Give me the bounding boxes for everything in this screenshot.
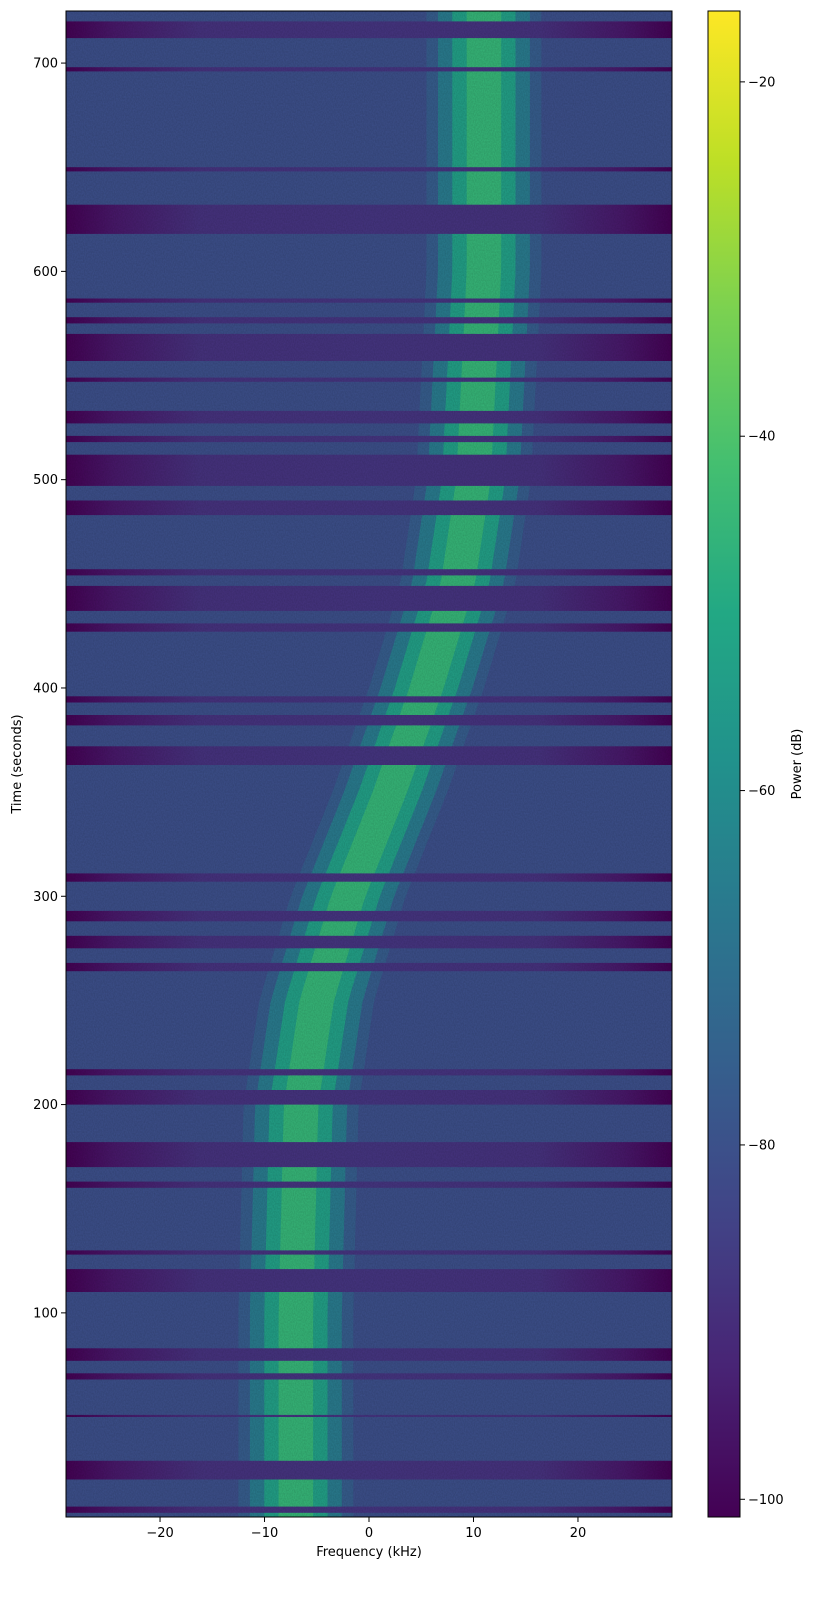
colorbar-tick-label: −60 [748,784,775,799]
y-tick-label: 300 [33,890,58,905]
colorbar: −100 −80 −60 −40 −20 Power (dB) [707,10,805,1518]
y-tick-label: 700 [33,57,58,72]
x-axis: −20 −10 0 10 20 [146,1517,586,1541]
x-tick-label: 10 [465,1526,482,1541]
spectrogram-plot: −20 −10 0 10 20 100 200 300 400 500 600 700 Freque… [10,10,673,1560]
y-tick-label: 600 [33,265,58,280]
colorbar-label: Power (dB) [790,729,805,800]
colorbar-tick-label: −20 [748,75,775,90]
noise-grain [66,11,672,1517]
x-tick-label: 0 [365,1526,373,1541]
colorbar-gradient [708,11,740,1517]
y-axis: 100 200 300 400 500 600 700 [33,57,66,1321]
x-axis-label: Frequency (kHz) [316,1545,422,1560]
y-axis-label: Time (seconds) [10,714,25,814]
y-tick-label: 100 [33,1306,58,1321]
y-tick-label: 400 [33,681,58,696]
colorbar-tick-label: −80 [748,1138,775,1153]
x-tick-label: −10 [251,1526,278,1541]
x-tick-label: 20 [570,1526,587,1541]
colorbar-ticks: −100 −80 −60 −40 −20 [740,75,784,1508]
y-tick-label: 500 [33,473,58,488]
colorbar-frame [707,10,741,1518]
colorbar-tick-label: −40 [748,430,775,445]
spectrogram-heatmap [66,11,672,1517]
x-tick-label: −20 [146,1526,173,1541]
y-tick-label: 200 [33,1098,58,1113]
colorbar-tick-label: −100 [748,1493,784,1508]
